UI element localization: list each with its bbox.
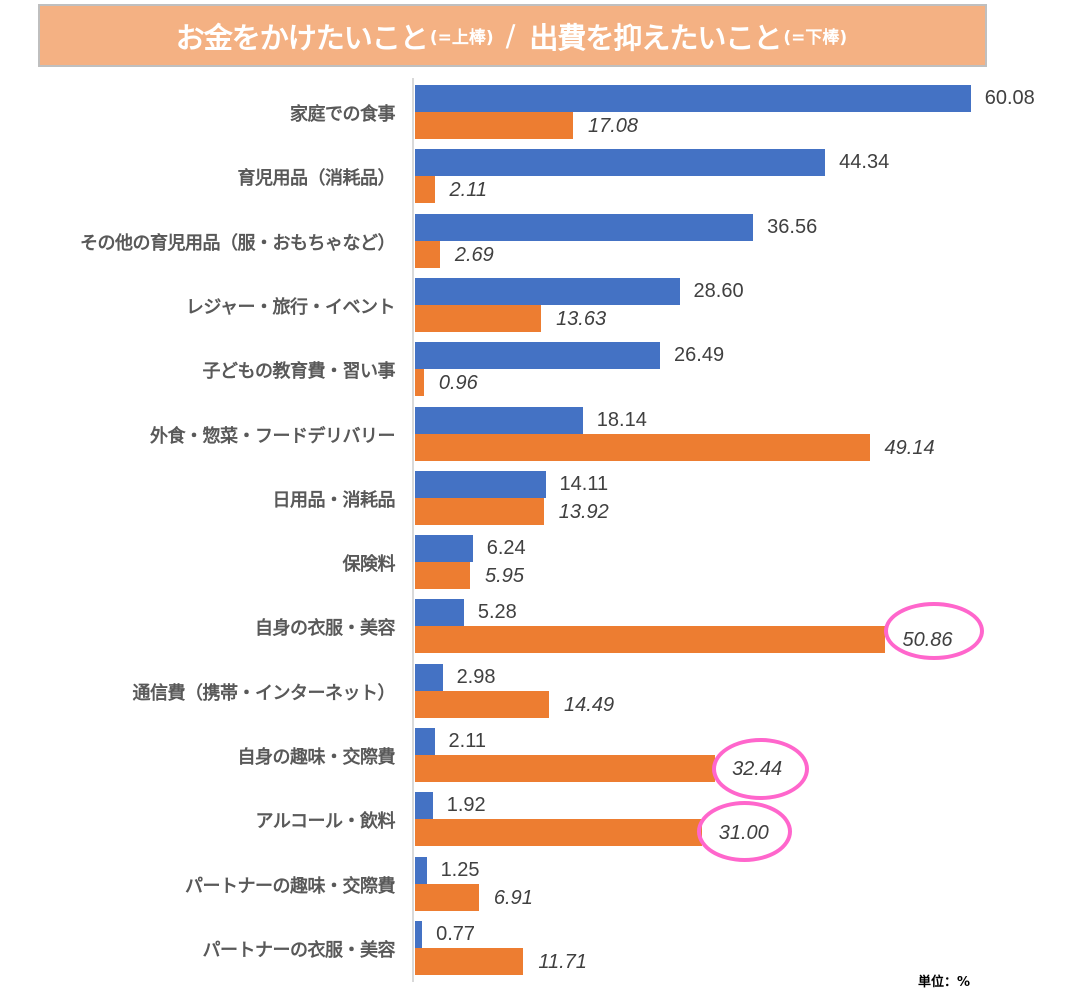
highlight-circle-icon	[697, 801, 792, 862]
bar-spend-more	[415, 342, 661, 370]
category-label: 自身の衣服・美容	[255, 618, 396, 640]
highlight-circle-icon	[712, 738, 809, 800]
value-label-spend-more: 14.11	[559, 472, 609, 495]
chart-row: 保険料 6.24 5.95	[0, 535, 1085, 599]
bar-cut-back	[415, 497, 544, 525]
category-label: 家庭での食事	[290, 104, 396, 125]
value-label-cut-back: 13.63	[556, 307, 607, 330]
chart-row: 育児用品（消耗品） 44.34 2.11	[0, 149, 1085, 213]
bar-spend-more	[415, 406, 583, 434]
bar-spend-more	[415, 663, 443, 691]
value-label-cut-back: 5.95	[485, 565, 524, 588]
chart-row: その他の育児用品（服・おもちゃなど） 36.56 2.69	[0, 213, 1085, 278]
value-label-spend-more: 18.14	[596, 408, 647, 431]
value-label-cut-back: 2.11	[449, 179, 487, 202]
bar-cut-back	[415, 369, 424, 397]
category-label: パートナーの衣服・美容	[202, 939, 396, 961]
category-label: 通信費（携帯・インターネット）	[132, 682, 396, 704]
chart-row: 家庭での食事 60.08 17.08	[0, 85, 1085, 149]
value-label-cut-back: 2.69	[454, 243, 494, 266]
bar-cut-back	[415, 690, 550, 718]
value-label-spend-more: 1.25	[440, 858, 480, 881]
chart-row: 自身の趣味・交際費 2.11 32.44	[0, 728, 1085, 792]
bar-cut-back	[415, 176, 435, 204]
bar-cut-back	[415, 433, 870, 461]
value-label-spend-more: 28.60	[693, 279, 744, 302]
bar-spend-more	[415, 856, 427, 884]
value-label-cut-back: 11.71	[538, 950, 587, 973]
category-label: 日用品・消耗品	[272, 489, 396, 511]
value-label-cut-back: 17.08	[587, 115, 639, 137]
category-label: 保険料	[342, 554, 396, 576]
bar-cut-back	[415, 112, 573, 139]
value-label-spend-more: 5.28	[477, 601, 517, 624]
bar-spend-more	[415, 728, 435, 755]
bar-spend-more	[415, 920, 423, 948]
value-label-spend-more: 0.77	[436, 922, 476, 945]
chart-row: パートナーの趣味・交際費 1.25 6.91	[0, 856, 1085, 921]
value-label-spend-more: 6.24	[486, 537, 526, 560]
category-label: 育児用品（消耗品）	[237, 168, 396, 190]
bar-spend-more	[415, 535, 473, 563]
category-axis-line	[412, 78, 414, 982]
title-cut-back-note: (=下棒)	[783, 28, 848, 48]
value-label-spend-more: 60.08	[984, 87, 1035, 109]
bar-spend-more	[415, 277, 680, 305]
chart-title: お金をかけたいこと (=上棒) / 出費を抑えたいこと (=下棒)	[38, 4, 987, 67]
bar-cut-back	[415, 947, 524, 975]
unit-label: 単位：%	[918, 975, 971, 990]
value-label-cut-back: 13.92	[558, 500, 609, 523]
value-label-cut-back: 6.91	[493, 886, 533, 909]
value-label-cut-back: 14.49	[564, 693, 615, 716]
bar-spend-more	[415, 149, 826, 177]
value-label-spend-more: 2.98	[456, 665, 496, 688]
value-label-cut-back: 0.96	[438, 372, 478, 395]
bar-cut-back	[415, 304, 542, 332]
value-label-spend-more: 26.49	[674, 344, 725, 367]
category-label: その他の育児用品（服・おもちゃなど）	[80, 232, 396, 254]
category-label: アルコール・飲料	[255, 811, 396, 833]
bar-spend-more	[415, 792, 433, 820]
title-spend-more-note: (=上棒)	[429, 28, 494, 48]
bar-spend-more	[415, 599, 464, 627]
category-label: 自身の趣味・交際費	[237, 747, 396, 768]
chart-row: 日用品・消耗品 14.11 13.92	[0, 470, 1085, 535]
value-label-spend-more: 36.56	[767, 215, 818, 238]
bar-cut-back	[415, 562, 471, 590]
value-label-spend-more: 2.11	[448, 730, 486, 752]
bar-cut-back	[415, 755, 716, 782]
chart-row: 外食・惣菜・フードデリバリー 18.14 49.14	[0, 406, 1085, 471]
chart-row: パートナーの衣服・美容 0.77 11.71	[0, 920, 1085, 985]
bar-spend-more	[415, 213, 754, 241]
chart-row: 子どもの教育費・習い事 26.49 0.96	[0, 342, 1085, 406]
bar-cut-back	[415, 626, 886, 654]
category-label: パートナーの趣味・交際費	[185, 875, 396, 897]
value-label-cut-back: 49.14	[884, 436, 935, 459]
category-label: 子どもの教育費・習い事	[202, 361, 396, 383]
bar-spend-more	[415, 470, 546, 498]
bar-cut-back	[415, 819, 702, 847]
highlight-circle-icon	[884, 602, 984, 660]
chart-row: アルコール・飲料 1.92 31.00	[0, 792, 1085, 856]
title-cut-back: 出費を抑えたいこと	[529, 20, 782, 55]
value-label-spend-more: 1.92	[446, 794, 486, 817]
bar-cut-back	[415, 883, 479, 911]
chart-row: 通信費（携帯・インターネット） 2.98 14.49	[0, 663, 1085, 728]
chart-row: レジャー・旅行・イベント 28.60 13.63	[0, 277, 1085, 342]
title-spend-more: お金をかけたいこと	[175, 20, 429, 55]
title-separator: /	[505, 18, 516, 53]
bar-spend-more	[415, 85, 971, 112]
value-label-spend-more: 44.34	[839, 151, 890, 174]
bar-cut-back	[415, 240, 440, 268]
category-label: 外食・惣菜・フードデリバリー	[150, 425, 396, 447]
category-label: レジャー・旅行・イベント	[185, 296, 396, 318]
